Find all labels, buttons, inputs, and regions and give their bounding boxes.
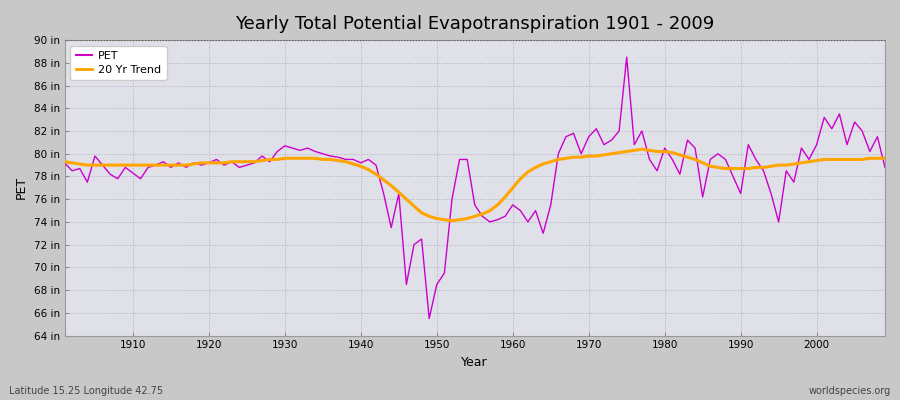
Text: Latitude 15.25 Longitude 42.75: Latitude 15.25 Longitude 42.75 [9, 386, 163, 396]
Title: Yearly Total Potential Evapotranspiration 1901 - 2009: Yearly Total Potential Evapotranspiratio… [235, 15, 715, 33]
Text: worldspecies.org: worldspecies.org [809, 386, 891, 396]
X-axis label: Year: Year [462, 356, 488, 369]
Y-axis label: PET: PET [15, 176, 28, 200]
Legend: PET, 20 Yr Trend: PET, 20 Yr Trend [70, 46, 166, 80]
